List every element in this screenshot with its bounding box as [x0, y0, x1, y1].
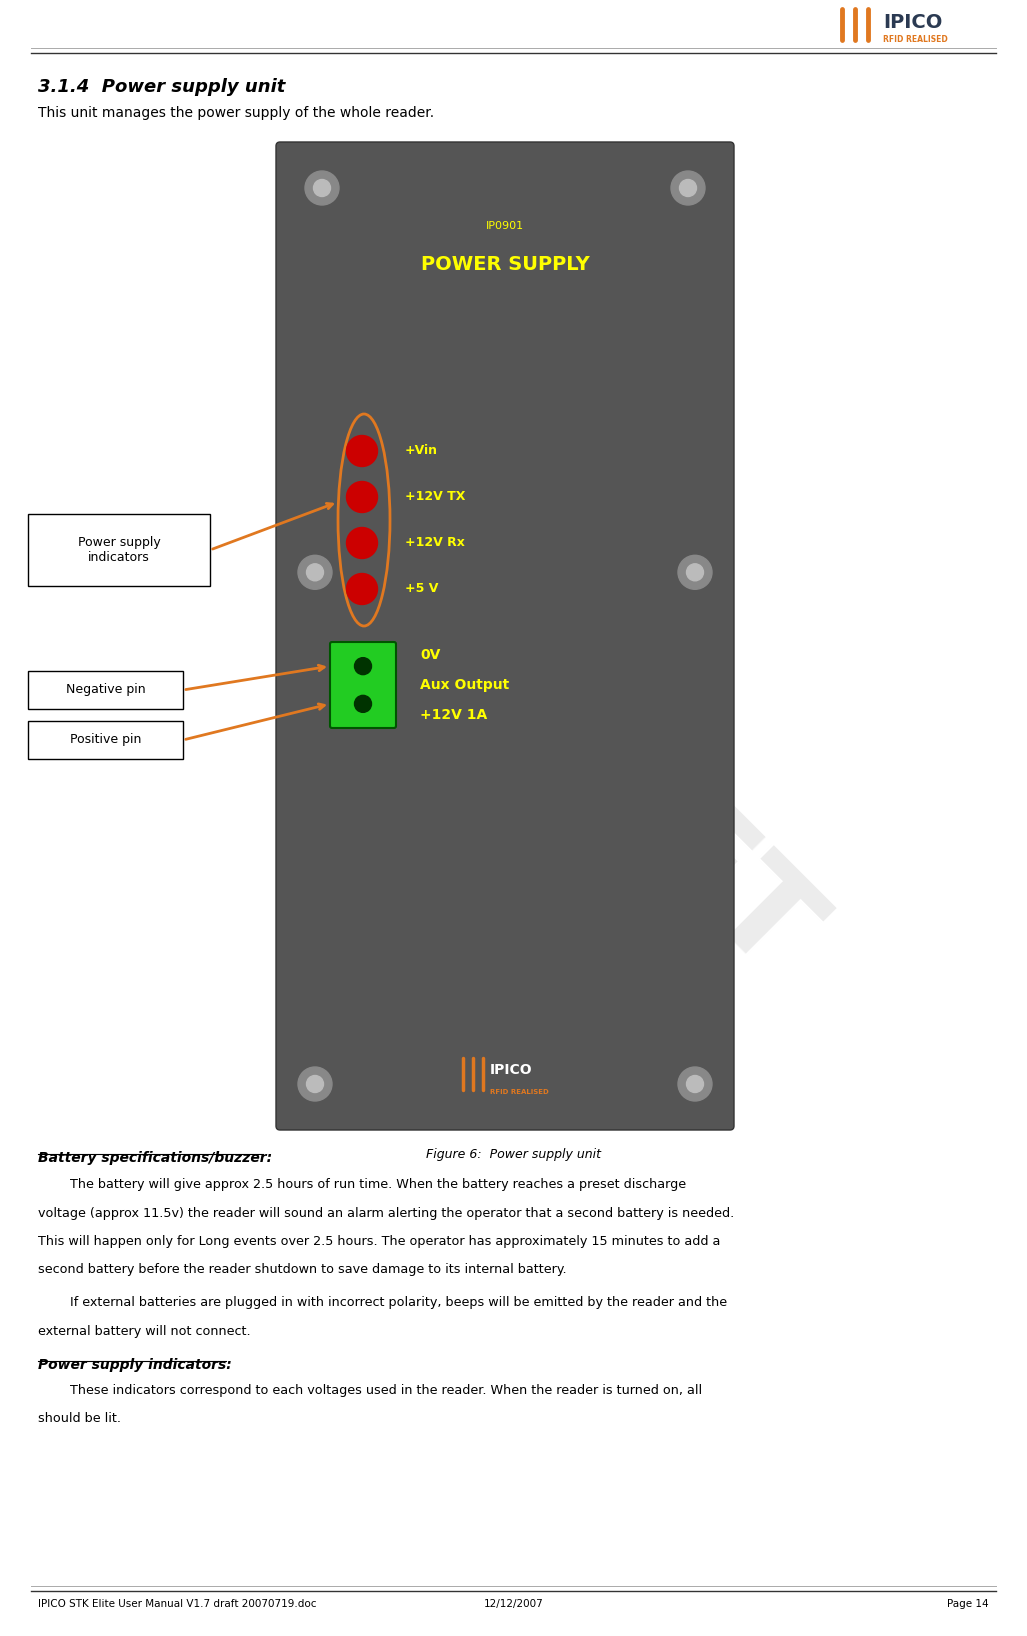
Text: Positive pin: Positive pin — [70, 733, 141, 746]
Circle shape — [346, 527, 378, 558]
Circle shape — [346, 574, 378, 604]
Text: 12/12/2007: 12/12/2007 — [484, 1598, 543, 1608]
Circle shape — [678, 555, 712, 589]
FancyBboxPatch shape — [330, 641, 396, 728]
Text: RFID REALISED: RFID REALISED — [883, 36, 948, 44]
Circle shape — [305, 172, 339, 204]
Text: Aux Output: Aux Output — [420, 677, 509, 692]
Circle shape — [671, 172, 705, 204]
Text: Power supply indicators:: Power supply indicators: — [38, 1358, 232, 1373]
Circle shape — [686, 1075, 703, 1093]
FancyBboxPatch shape — [28, 514, 210, 586]
FancyBboxPatch shape — [28, 721, 183, 759]
Text: Figure 6:  Power supply unit: Figure 6: Power supply unit — [426, 1148, 601, 1162]
Text: DRAFT: DRAFT — [396, 566, 836, 1005]
Circle shape — [306, 1075, 324, 1093]
Text: If external batteries are plugged in with incorrect polarity, beeps will be emit: If external batteries are plugged in wit… — [38, 1296, 727, 1309]
Text: This will happen only for Long events over 2.5 hours. The operator has approxima: This will happen only for Long events ov… — [38, 1235, 720, 1248]
Circle shape — [680, 180, 696, 196]
Text: These indicators correspond to each voltages used in the reader. When the reader: These indicators correspond to each volt… — [38, 1384, 702, 1397]
Text: Power supply
indicators: Power supply indicators — [78, 537, 160, 564]
Text: Page 14: Page 14 — [947, 1598, 989, 1608]
Circle shape — [306, 564, 324, 581]
Text: should be lit.: should be lit. — [38, 1412, 121, 1425]
Text: Negative pin: Negative pin — [66, 684, 145, 697]
Circle shape — [686, 564, 703, 581]
Circle shape — [354, 658, 372, 674]
Text: voltage (approx 11.5v) the reader will sound an alarm alerting the operator that: voltage (approx 11.5v) the reader will s… — [38, 1206, 734, 1219]
Circle shape — [298, 555, 332, 589]
Text: IPICO: IPICO — [490, 1063, 533, 1076]
Text: +12V Rx: +12V Rx — [405, 537, 465, 550]
Text: +5 V: +5 V — [405, 582, 439, 596]
Circle shape — [313, 180, 331, 196]
Text: POWER SUPPLY: POWER SUPPLY — [421, 255, 589, 273]
Text: The battery will give approx 2.5 hours of run time. When the battery reaches a p: The battery will give approx 2.5 hours o… — [38, 1178, 686, 1191]
Circle shape — [678, 1067, 712, 1101]
Text: external battery will not connect.: external battery will not connect. — [38, 1325, 251, 1338]
Text: 3.1.4  Power supply unit: 3.1.4 Power supply unit — [38, 79, 286, 97]
Text: IP0901: IP0901 — [486, 221, 524, 231]
Circle shape — [346, 481, 378, 512]
Text: IPICO: IPICO — [883, 13, 943, 31]
Text: IPICO STK Elite User Manual V1.7 draft 20070719.doc: IPICO STK Elite User Manual V1.7 draft 2… — [38, 1598, 316, 1608]
Circle shape — [346, 435, 378, 466]
Text: +12V TX: +12V TX — [405, 491, 465, 504]
Circle shape — [354, 695, 372, 712]
FancyBboxPatch shape — [276, 142, 734, 1130]
Text: second battery before the reader shutdown to save damage to its internal battery: second battery before the reader shutdow… — [38, 1263, 567, 1276]
Circle shape — [298, 1067, 332, 1101]
Text: RFID REALISED: RFID REALISED — [490, 1090, 548, 1094]
Text: +12V 1A: +12V 1A — [420, 708, 487, 721]
Text: This unit manages the power supply of the whole reader.: This unit manages the power supply of th… — [38, 106, 434, 119]
Text: 0V: 0V — [420, 648, 441, 663]
Text: Battery specifications/buzzer:: Battery specifications/buzzer: — [38, 1152, 272, 1165]
Text: +Vin: +Vin — [405, 445, 438, 458]
FancyBboxPatch shape — [28, 671, 183, 708]
